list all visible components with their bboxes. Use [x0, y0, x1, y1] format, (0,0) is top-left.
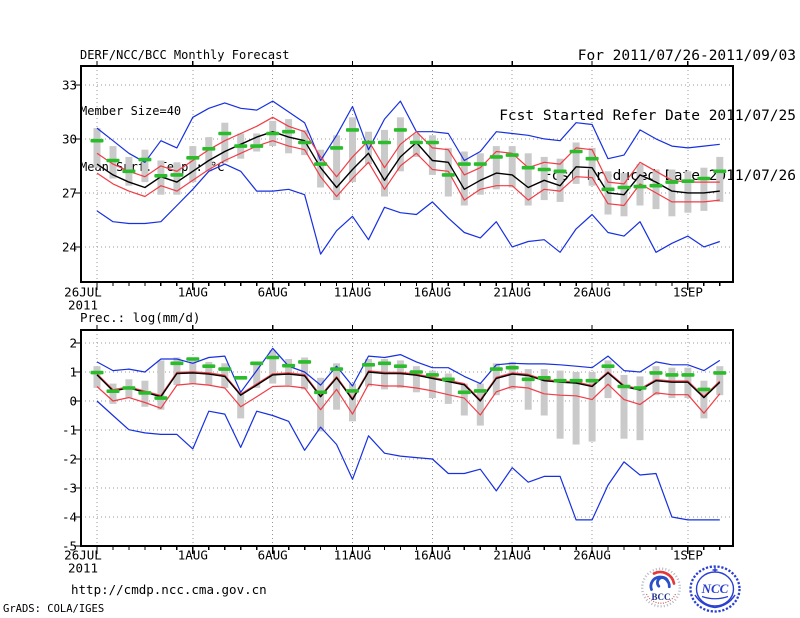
svg-text:1SEP: 1SEP — [673, 548, 703, 563]
ncc-band — [699, 582, 731, 595]
ncc-logo: NCC — [689, 565, 741, 613]
bcc-red-arc-icon — [652, 570, 676, 585]
temp-median-dashes — [90, 128, 727, 192]
svg-text:1AUG: 1AUG — [178, 285, 208, 300]
ncc-laurel-left-icon — [694, 594, 716, 609]
svg-text:16AUG: 16AUG — [414, 548, 452, 563]
precip-chart-title: Prec.: log(mm/d) — [80, 310, 201, 325]
svg-text:-2: -2 — [62, 452, 77, 467]
svg-text:-1: -1 — [62, 423, 77, 438]
temp-frame — [80, 65, 734, 283]
temp-ensemble-mean-line — [96, 130, 720, 196]
svg-text:-3: -3 — [62, 481, 77, 496]
svg-text:33: 33 — [62, 77, 77, 92]
ncc-laurel-right-icon — [714, 594, 736, 609]
bcc-logo: BCC — [641, 567, 681, 608]
precip-ensemble-max-line — [96, 347, 721, 393]
grads-credit: GrADS: COLA/IGES — [3, 603, 105, 615]
svg-text:1SEP: 1SEP — [673, 285, 703, 300]
temp-ensemble-max-line — [96, 100, 720, 163]
precip-axis-labels: -5 -4 -3 -2 -1 0 1 2 26JUL 1AUG 6AUG 11AUG 16AUG 21AU… — [62, 336, 703, 576]
precip-ensemble-mean-line — [96, 371, 721, 402]
bcc-swirl-inner-icon — [656, 576, 669, 588]
svg-text:6AUG: 6AUG — [258, 548, 288, 563]
temp-axis-labels: 24 27 30 33 26JUL 1AUG 6AUG 11AUG 16AUG 21AUG 26AU… — [62, 77, 703, 312]
precip-ensemble-min-line — [96, 400, 720, 521]
bcc-bottom-text-arc-icon — [645, 593, 677, 604]
fcst-refer-date-label: Fcst Started Refer Date 2011/07/25 — [499, 108, 796, 124]
svg-text:16AUG: 16AUG — [414, 285, 452, 300]
svg-text:1AUG: 1AUG — [178, 548, 208, 563]
svg-text:11AUG: 11AUG — [334, 548, 372, 563]
source-url: http://cmdp.ncc.cma.gov.cn — [71, 582, 267, 597]
forecast-range-label: For 2011/07/26-2011/09/03 — [577, 48, 796, 64]
svg-text:1: 1 — [69, 365, 77, 380]
svg-text:-4: -4 — [62, 510, 77, 525]
svg-text:11AUG: 11AUG — [334, 285, 372, 300]
bcc-swirl-outer-icon — [649, 575, 671, 591]
temp-lower-band-line — [96, 140, 720, 207]
svg-text:30: 30 — [62, 131, 77, 146]
svg-text:27: 27 — [62, 185, 77, 200]
svg-text:21AUG: 21AUG — [493, 548, 531, 563]
svg-text:24: 24 — [62, 239, 77, 254]
svg-text:26JUL: 26JUL — [64, 285, 102, 300]
svg-text:-5: -5 — [62, 539, 77, 554]
svg-text:2011: 2011 — [68, 561, 98, 576]
product-title: DERF/NCC/BCC Monthly Forecast — [80, 48, 290, 63]
ncc-underline-icon — [701, 595, 729, 600]
ncc-label: NCC — [701, 581, 729, 596]
precip-spread-bars — [93, 350, 724, 445]
svg-text:26AUG: 26AUG — [573, 285, 611, 300]
temp-upper-band-line — [96, 116, 720, 185]
svg-text:2: 2 — [69, 336, 77, 351]
ncc-top-mark-icon — [712, 567, 718, 573]
svg-text:26JUL: 26JUL — [64, 548, 102, 563]
precip-lower-band-line — [96, 383, 721, 416]
member-size-label: Member Size=40 — [80, 103, 182, 118]
svg-text:21AUG: 21AUG — [493, 285, 531, 300]
precip-median-dashes — [90, 355, 727, 400]
precip-frame — [80, 329, 734, 547]
temp-ensemble-min-line — [96, 163, 720, 255]
precip-upper-band-line — [96, 370, 721, 401]
svg-text:26AUG: 26AUG — [573, 548, 611, 563]
bcc-label: BCC — [651, 592, 670, 602]
svg-text:2011: 2011 — [68, 298, 98, 313]
temp-chart: 24 27 30 33 26JUL 1AUG 6AUG 11AUG 16AUG 21AUG 26AU… — [62, 61, 734, 313]
precip-ticks — [74, 325, 721, 554]
svg-text:6AUG: 6AUG — [258, 285, 288, 300]
temp-ticks — [74, 61, 721, 290]
precip-chart: -5 -4 -3 -2 -1 0 1 2 26JUL 1AUG 6AUG 11AUG 16AUG 21AU… — [62, 325, 734, 576]
svg-text:0: 0 — [69, 394, 77, 409]
temp-spread-bars — [93, 117, 724, 217]
bcc-ring-text-icon — [641, 567, 681, 608]
